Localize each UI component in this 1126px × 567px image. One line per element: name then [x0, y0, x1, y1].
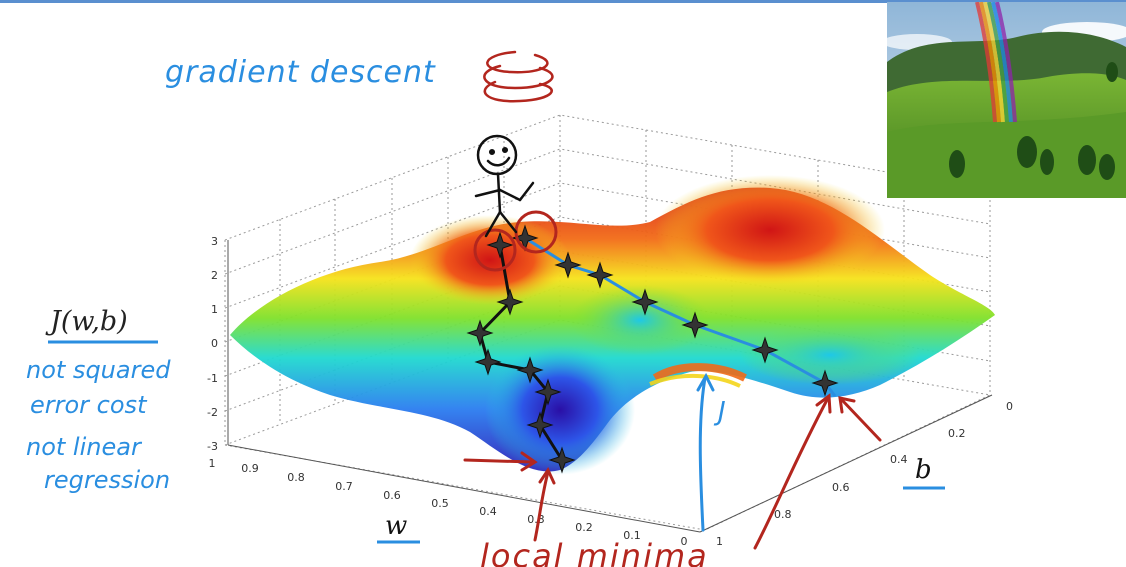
annotation-arrows: [463, 372, 882, 550]
step-star: [486, 231, 514, 259]
step-star: [681, 311, 709, 339]
w-tick: 0.2: [575, 521, 593, 534]
cost-surface: [230, 175, 995, 475]
z-axis-ticks: 3 2 1 0 -1 -2 -3: [207, 235, 218, 453]
b-tick: 0.4: [890, 453, 908, 466]
swirl-icon: [483, 50, 554, 103]
w-tick: 0.6: [383, 489, 401, 502]
w-tick: 0.8: [287, 471, 305, 484]
j-label: J: [713, 397, 726, 427]
step-star: [516, 356, 544, 384]
note-line: regression: [44, 466, 170, 494]
z-tick: 3: [211, 235, 218, 248]
arrow-local-minima-right: [753, 396, 830, 550]
start-circle: [473, 228, 517, 272]
z-tick: 2: [211, 269, 218, 282]
z-tick: -2: [207, 406, 218, 419]
b-tick: 0: [1006, 400, 1013, 413]
step-star: [751, 336, 779, 364]
w-tick: 0.7: [335, 480, 353, 493]
step-star: [474, 348, 502, 376]
note-line: not squared: [26, 356, 171, 384]
top-border: [0, 0, 1126, 3]
b-axis-ticks: 0 0.2 0.4 0.6 0.8 1: [716, 400, 1013, 548]
w-tick: 1: [209, 457, 216, 470]
arrow-to-min-2: [840, 398, 882, 442]
w-tick: 0.5: [431, 497, 449, 510]
axes: [227, 240, 993, 533]
step-star: [534, 378, 562, 406]
arrow-local-minima-left: [533, 470, 550, 542]
step-star: [466, 319, 494, 347]
step-star: [586, 261, 614, 289]
b-tick: 0.2: [948, 427, 966, 440]
b-tick: 0.8: [774, 508, 792, 521]
landscape-photo: [887, 2, 1126, 198]
arrow-to-min-1: [463, 458, 534, 464]
w-tick: 0.1: [623, 529, 641, 542]
b-tick: 0.6: [832, 481, 850, 494]
side-notes: not squared error cost not linear regres…: [26, 356, 171, 494]
cost-function-label: J(w,b): [45, 306, 128, 337]
step-star: [554, 251, 582, 279]
step-star: [811, 369, 839, 397]
note-line: error cost: [30, 391, 148, 419]
stick-figure-icon: [474, 134, 535, 238]
w-tick: 0.3: [527, 513, 545, 526]
step-star: [496, 288, 524, 316]
w-axis-ticks: 1 0.9 0.8 0.7 0.6 0.5 0.4 0.3 0.2 0.1 0: [209, 457, 688, 548]
w-axis-label: w: [385, 511, 407, 541]
z-tick: 0: [211, 337, 218, 350]
w-tick: 0.9: [241, 462, 259, 475]
b-axis-label: b: [915, 455, 932, 485]
step-star: [631, 288, 659, 316]
arrow-j: [698, 376, 707, 532]
step-markers: [466, 224, 839, 474]
z-tick: 1: [211, 303, 218, 316]
b-tick: 1: [716, 535, 723, 548]
note-line: not linear: [26, 433, 143, 461]
step-star: [526, 411, 554, 439]
diagram-title: gradient descent: [165, 55, 436, 90]
local-minima-label: local minima: [480, 537, 709, 567]
z-tick: -3: [207, 440, 218, 453]
step-star: [548, 446, 576, 474]
w-tick: 0.4: [479, 505, 497, 518]
w-tick: 0: [681, 535, 688, 548]
z-tick: -1: [207, 372, 218, 385]
